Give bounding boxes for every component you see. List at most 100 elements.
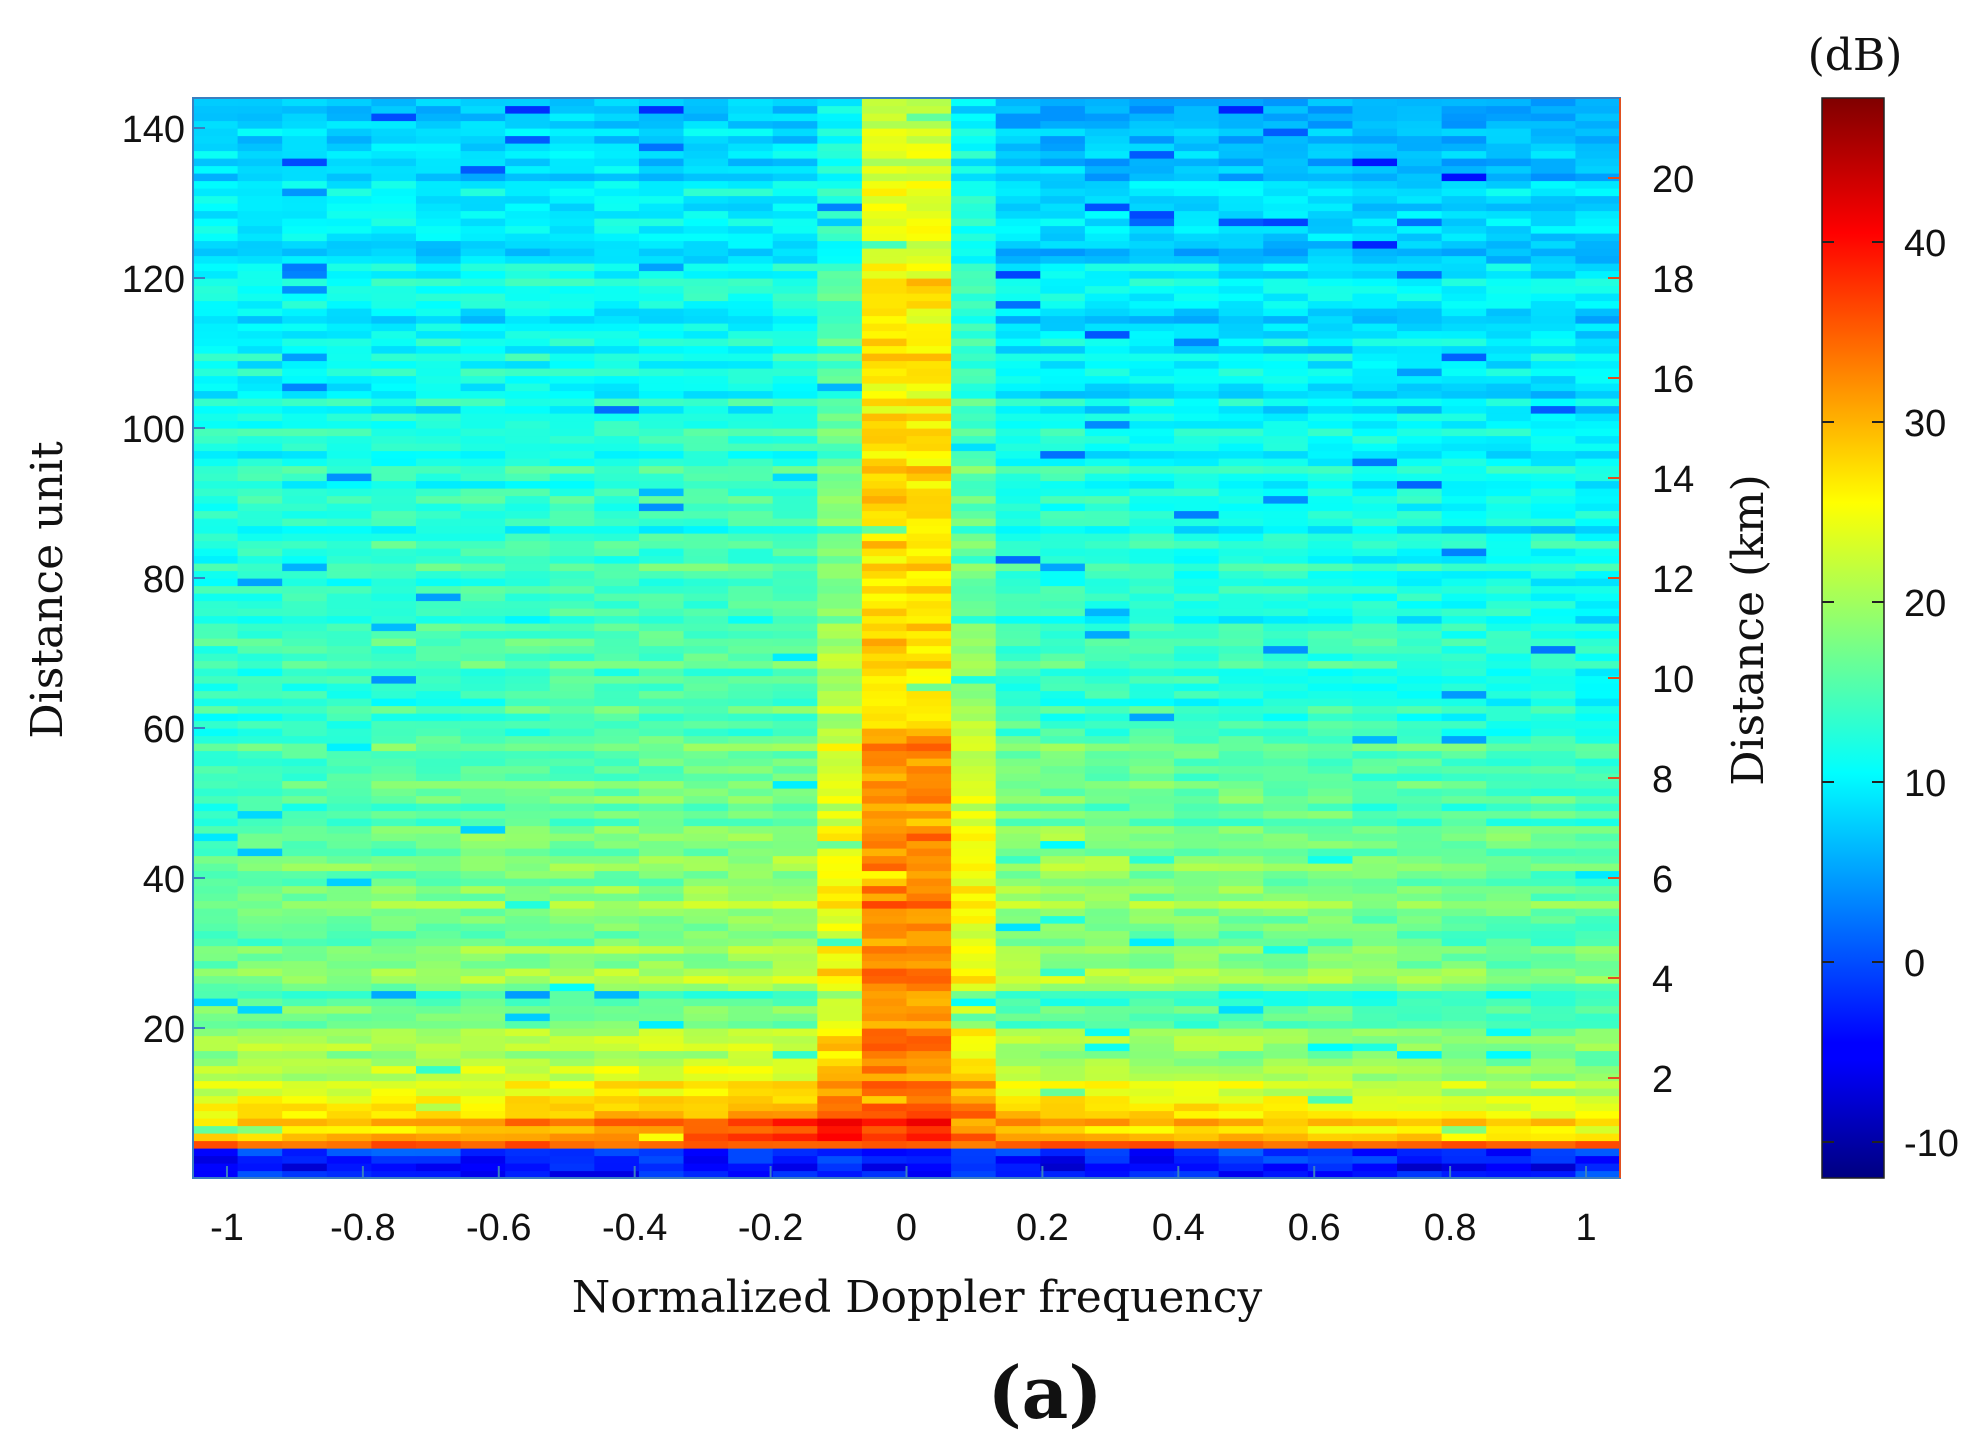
heatmap-cell [1129,570,1175,579]
x-tick-label: 0.8 [1424,1207,1477,1249]
heatmap-cell [1084,1028,1131,1037]
heatmap-cell [995,833,1041,842]
heatmap-cell [951,345,997,354]
heatmap-cell [1218,720,1264,729]
heatmap-cell [906,713,952,722]
heatmap-cell [1530,743,1576,752]
heatmap-cell [1307,713,1354,722]
heatmap-cell [1530,113,1576,122]
heatmap-cell [1040,188,1086,197]
heatmap-cell [237,405,283,414]
heatmap-cell [1129,225,1175,234]
heatmap-cell [415,428,462,437]
heatmap-cell [460,998,506,1007]
heatmap-cell [728,960,774,969]
heatmap-cell [460,1110,506,1119]
heatmap-cell [326,1118,372,1127]
heatmap-cell [1129,563,1175,572]
heatmap-cell [1352,270,1398,279]
heatmap-cell [505,1043,551,1052]
heatmap-cell [683,1155,729,1164]
heatmap-cell [1441,923,1487,932]
heatmap-cell [995,105,1041,114]
heatmap-cell [1441,720,1487,729]
heatmap-cell [1486,150,1532,159]
heatmap-cell [1129,143,1175,152]
heatmap-cell [415,795,462,804]
heatmap-cell [371,1110,417,1119]
heatmap-cell [326,1170,372,1179]
heatmap-cell [638,615,685,624]
heatmap-cell [1129,1170,1175,1179]
heatmap-cell [1486,233,1532,242]
heatmap-cell [1263,615,1309,624]
heatmap-cell [728,825,774,834]
heatmap-cell [1352,803,1398,812]
heatmap-cell [1441,848,1487,857]
heatmap-cell [772,638,818,647]
heatmap-cell [505,893,551,902]
heatmap-cell [1084,825,1131,834]
heatmap-cell [193,548,239,557]
heatmap-cell [1263,818,1309,827]
heatmap-cell [1040,900,1086,909]
heatmap-cell [817,893,863,902]
heatmap-cell [326,833,372,842]
heatmap-cell [817,1140,863,1149]
heatmap-cell [1307,308,1354,317]
heatmap-cell [1129,413,1175,422]
heatmap-cell [326,435,372,444]
heatmap-cell [193,735,239,744]
heatmap-cell [371,608,417,617]
heatmap-cell [638,600,685,609]
heatmap-cell [861,1170,908,1179]
heatmap-cell [728,968,774,977]
heatmap-cell [861,443,908,452]
heatmap-cell [1174,420,1220,429]
heatmap-cell [1530,195,1576,204]
heatmap-cell [371,630,417,639]
heatmap-cell [193,960,239,969]
heatmap-cell [1040,743,1086,752]
heatmap-cell [1352,278,1398,287]
heatmap-cell [1486,638,1532,647]
heatmap-cell [817,98,863,107]
heatmap-cell [1486,593,1532,602]
heatmap-cell [817,855,863,864]
heatmap-cell [415,368,462,377]
heatmap-cell [1084,510,1131,519]
heatmap-cell [1084,165,1131,174]
heatmap-cell [1040,735,1086,744]
heatmap-cell [995,750,1041,759]
heatmap-cell [1129,750,1175,759]
heatmap-cell [193,653,239,662]
heatmap-cell [1397,315,1443,324]
heatmap-cell [1441,180,1487,189]
heatmap-cell [1040,975,1086,984]
heatmap-cell [326,1095,372,1104]
heatmap-cell [460,533,506,542]
heatmap-cell [861,323,908,332]
heatmap-cell [1218,900,1264,909]
heatmap-cell [638,728,685,737]
heatmap-cell [1530,338,1576,347]
heatmap-cell [638,308,685,317]
heatmap-cell [1218,930,1264,939]
heatmap-cell [772,975,818,984]
heatmap-cell [505,1028,551,1037]
heatmap-cell [1129,518,1175,527]
heatmap-cell [326,578,372,587]
heatmap-cell [415,210,462,219]
heatmap-cell [1486,113,1532,122]
heatmap-cell [505,713,551,722]
heatmap-cell [1040,1148,1086,1157]
heatmap-cell [995,645,1041,654]
heatmap-cell [683,503,729,512]
heatmap-cell [1486,375,1532,384]
heatmap-cell [772,720,818,729]
heatmap-cell [1441,1035,1487,1044]
heatmap-cell [1174,623,1220,632]
heatmap-cell [1174,1080,1220,1089]
heatmap-cell [282,300,328,309]
heatmap-cell [906,285,952,294]
